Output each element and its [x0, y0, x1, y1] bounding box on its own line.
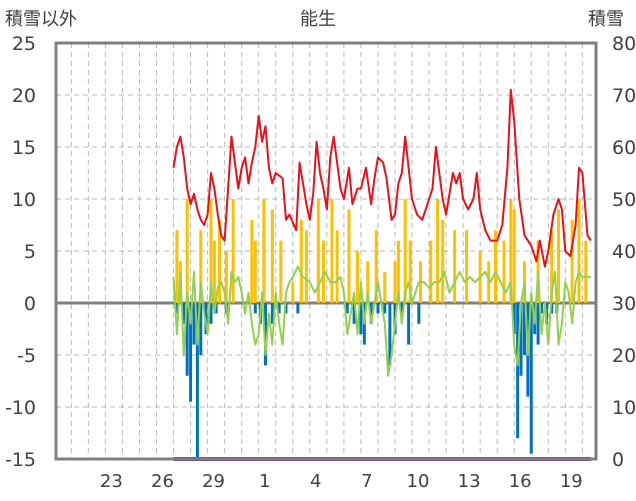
- y-right-tick-label: 30: [612, 293, 636, 315]
- x-tick-label: 1: [259, 471, 270, 492]
- x-tick-label: 10: [407, 471, 430, 492]
- y-right-tick-label: 10: [612, 397, 636, 419]
- right-axis-title: 積雪: [588, 9, 624, 30]
- line-layer: [172, 88, 592, 461]
- y-left-tick-label: 25: [12, 33, 36, 55]
- x-tick-label: 16: [509, 471, 532, 492]
- chart-title: 能生: [300, 9, 336, 30]
- series-line: [172, 265, 591, 377]
- y-right-tick-label: 0: [612, 449, 624, 471]
- series-line: [172, 88, 592, 268]
- y-right-tick-label: 60: [612, 137, 636, 159]
- x-tick-label: 19: [560, 471, 583, 492]
- y-right-tick-label: 70: [612, 85, 636, 107]
- left-axis-title: 積雪以外: [5, 9, 77, 30]
- bar-layer: [175, 199, 588, 459]
- x-tick-label: 7: [361, 471, 372, 492]
- x-tick-label: 23: [100, 471, 123, 492]
- x-tick-label: 29: [202, 471, 225, 492]
- y-left-tick-label: 15: [12, 137, 36, 159]
- y-left-tick-label: 0: [24, 293, 36, 315]
- y-left-tick-label: 10: [12, 189, 36, 211]
- plot-frame: [54, 41, 598, 461]
- y-right-tick-label: 40: [612, 241, 636, 263]
- y-left-tick-label: -15: [5, 449, 36, 471]
- x-tick-label: 26: [151, 471, 174, 492]
- y-left-tick-label: -5: [17, 345, 36, 367]
- y-left-tick-label: -10: [5, 397, 36, 419]
- y-right-tick-label: 80: [612, 33, 636, 55]
- y-right-tick-label: 20: [612, 345, 636, 367]
- x-tick-label: 4: [310, 471, 321, 492]
- y-right-tick-label: 50: [612, 189, 636, 211]
- x-tick-label: 13: [458, 471, 481, 492]
- y-left-tick-label: 5: [24, 241, 36, 263]
- y-left-tick-label: 20: [12, 85, 36, 107]
